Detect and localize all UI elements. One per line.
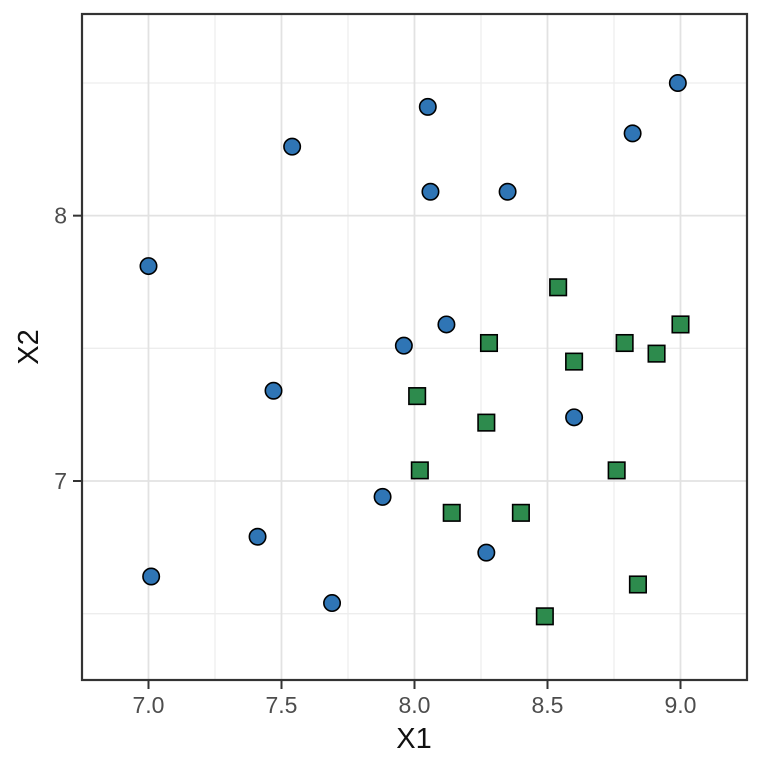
data-point-circle <box>264 381 283 400</box>
data-point-circle <box>418 97 437 116</box>
data-point-circle <box>323 594 342 613</box>
x-tick-label: 9.0 <box>665 692 697 718</box>
data-point-square <box>671 315 690 334</box>
data-point-square <box>628 575 647 594</box>
data-point-square <box>511 503 530 522</box>
data-point-circle <box>623 124 642 143</box>
y-tick-label: 7 <box>54 468 67 494</box>
x-tick-label: 7.0 <box>133 692 165 718</box>
data-point-square <box>479 333 499 353</box>
data-point-circle <box>498 182 517 201</box>
data-point-circle <box>373 487 392 506</box>
x-axis-title: X1 <box>396 723 431 755</box>
x-tick-label: 8.0 <box>399 692 431 718</box>
y-tick-label: 8 <box>54 203 67 229</box>
data-point-circle <box>565 408 584 427</box>
data-point-circle <box>477 543 496 562</box>
x-tick-label: 8.5 <box>532 692 564 718</box>
data-point-square <box>565 352 584 371</box>
data-point-square <box>607 461 626 480</box>
data-point-square <box>549 278 568 297</box>
data-point-circle <box>394 336 413 355</box>
data-point-circle <box>139 257 158 276</box>
data-point-square <box>410 461 429 480</box>
data-point-square <box>615 333 634 353</box>
data-point-square <box>647 344 666 363</box>
data-point-square <box>477 413 496 432</box>
data-point-circle <box>283 137 302 156</box>
data-point-circle <box>421 182 440 201</box>
data-point-square <box>408 387 427 406</box>
plot-layers: 7.0 7.5 8.0 8.5 9.0 7 8 <box>54 12 749 718</box>
data-point-square <box>442 503 461 522</box>
data-point-circle <box>437 315 456 334</box>
data-point-circle <box>248 527 267 546</box>
data-point-circle <box>668 73 687 92</box>
data-point-circle <box>142 567 161 586</box>
data-point-square <box>535 607 554 626</box>
x-tick-label: 7.5 <box>266 692 298 718</box>
y-axis-title: X2 <box>13 329 45 364</box>
panel-border <box>80 12 749 682</box>
